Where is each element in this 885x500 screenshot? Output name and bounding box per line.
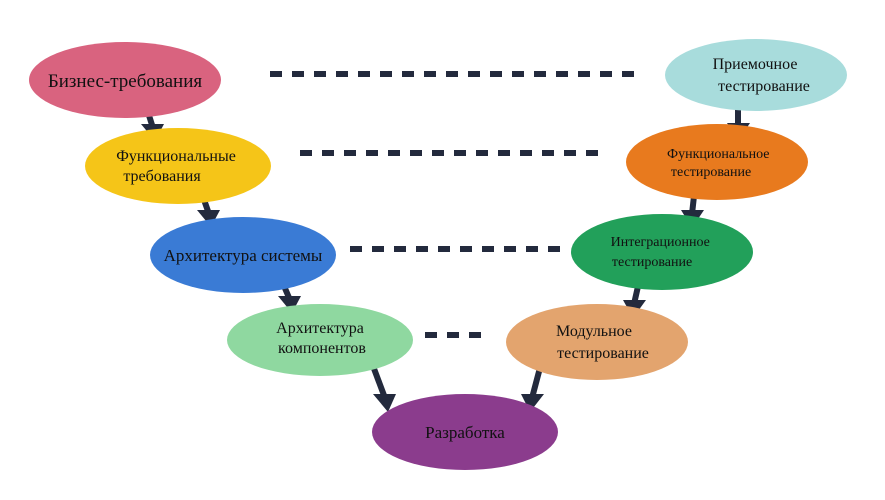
- node-development-label: Разработка: [425, 423, 505, 442]
- node-integration-testing-shape: [571, 214, 753, 290]
- node-component-architecture-shape: [227, 304, 413, 376]
- node-acceptance-testing: Приемочное тестирование: [665, 39, 847, 111]
- node-system-architecture-label: Архитектура системы: [164, 246, 323, 265]
- arrow-component-to-development: [370, 364, 396, 412]
- node-functional-requirements-shape: [85, 128, 271, 204]
- node-unit-testing-label: Модульное тестирование: [556, 323, 649, 362]
- node-unit-testing-shape: [506, 304, 688, 380]
- node-development: Разработка: [372, 394, 558, 470]
- node-functional-requirements-label: Функциональные требования: [116, 148, 240, 185]
- node-functional-testing-label: Функциональное тестирование: [667, 147, 773, 180]
- node-component-architecture: Архитектура компонентов: [227, 304, 413, 376]
- node-system-architecture-shape: [150, 217, 336, 293]
- node-functional-requirements: Функциональные требования: [85, 128, 271, 204]
- node-integration-testing: Интеграционное тестирование: [571, 214, 753, 290]
- node-functional-testing-shape: [626, 124, 808, 200]
- node-unit-testing: Модульное тестирование: [506, 304, 688, 380]
- node-functional-testing: Функциональное тестирование: [626, 124, 808, 200]
- node-component-architecture-label: Архитектура компонентов: [276, 320, 368, 357]
- node-acceptance-testing-label: Приемочное тестирование: [713, 56, 810, 95]
- node-business-requirements: Бизнес-требования: [29, 42, 221, 118]
- node-business-requirements-label: Бизнес-требования: [48, 71, 203, 92]
- node-integration-testing-label: Интеграционное тестирование: [611, 235, 714, 270]
- node-acceptance-testing-shape: [665, 39, 847, 111]
- node-system-architecture: Архитектура системы: [150, 217, 336, 293]
- node-development-shape: [372, 394, 558, 470]
- node-business-requirements-shape: [29, 42, 221, 118]
